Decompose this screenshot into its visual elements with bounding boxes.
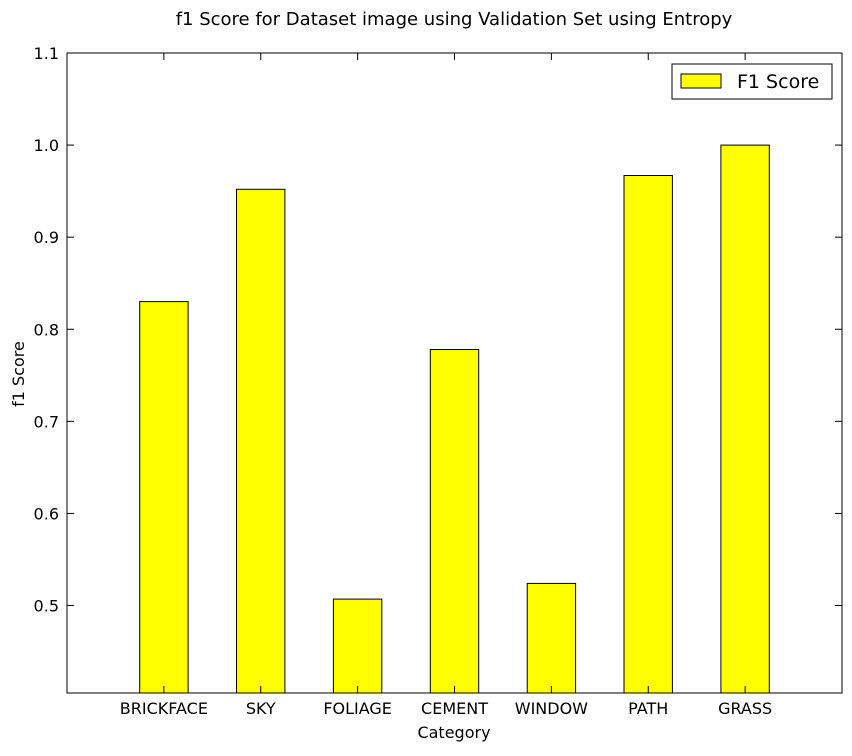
y-tick-label: 0.5 [34, 597, 59, 616]
legend-swatch [680, 73, 722, 89]
x-tick-label: FOLIAGE [323, 699, 392, 718]
legend: F1 Score [671, 63, 833, 100]
y-tick-label: 1.0 [34, 136, 59, 155]
chart-title: f1 Score for Dataset image using Validat… [176, 9, 733, 30]
x-axis-label: Category [417, 723, 490, 742]
x-tick-label: WINDOW [515, 699, 588, 718]
y-tick-label: 1.1 [34, 44, 59, 63]
bar-window [526, 582, 577, 694]
bar-foliage [332, 598, 383, 694]
y-axis-label: f1 Score [9, 341, 28, 407]
legend-label: F1 Score [737, 71, 819, 93]
bar-cement [429, 349, 480, 694]
x-tick-label: BRICKFACE [120, 699, 208, 718]
bar-sky [236, 188, 286, 694]
x-tick-label: SKY [246, 699, 276, 718]
y-tick-label: 0.6 [34, 504, 59, 523]
y-tick-label: 0.7 [34, 412, 59, 431]
x-tick-label: CEMENT [421, 699, 488, 718]
plot-area: 0.5 0.6 0.7 0.8 0.9 1.0 1.1 BRICKFACE SKY FOLIAGE… [34, 44, 843, 718]
bar-brickface [139, 301, 189, 694]
bar-path [623, 175, 673, 694]
x-tick-label: PATH [628, 699, 668, 718]
y-tick-label: 0.8 [34, 320, 59, 339]
y-tick-label: 0.9 [34, 228, 59, 247]
x-tick-label: GRASS [718, 699, 772, 718]
bar-grass [720, 144, 770, 694]
